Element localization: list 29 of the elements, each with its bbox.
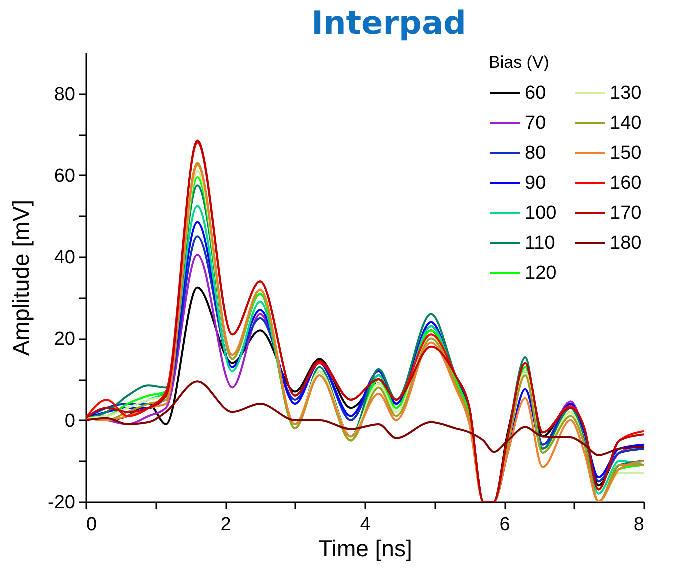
- chart-title: Interpad: [312, 4, 466, 42]
- legend-label: 160: [610, 173, 642, 194]
- legend-label: 60: [525, 83, 546, 104]
- y-axis-title: Amplitude [mV]: [8, 200, 34, 356]
- x-tick-label: 0: [86, 514, 98, 536]
- legend-label: 180: [610, 233, 642, 254]
- x-tick-label: 2: [220, 514, 232, 536]
- x-tick-label: 6: [500, 514, 510, 536]
- legend-label: 90: [525, 173, 546, 194]
- legend-label: 140: [610, 113, 642, 134]
- legend-title: Bias (V): [489, 53, 550, 72]
- y-tick-label: -20: [48, 492, 76, 514]
- legend-label: 130: [610, 83, 642, 104]
- x-tick-label: 8: [634, 514, 644, 536]
- legend-label: 70: [525, 113, 546, 134]
- x-axis-title: Time [ns]: [318, 536, 412, 562]
- legend-label: 100: [525, 203, 557, 224]
- y-tick-label: 80: [54, 84, 76, 106]
- line-series: [86, 380, 644, 456]
- legend-label: 110: [525, 233, 556, 254]
- y-tick-label: 60: [54, 166, 76, 187]
- y-tick-label: 0: [64, 410, 76, 432]
- legend-label: 120: [525, 263, 557, 284]
- legend-label: 80: [525, 143, 546, 164]
- x-tick-label: 4: [360, 514, 372, 536]
- legend-label: 170: [610, 203, 642, 224]
- legend-label: 150: [610, 143, 642, 164]
- y-tick-label: 40: [54, 248, 76, 269]
- y-tick-label: 20: [54, 329, 76, 350]
